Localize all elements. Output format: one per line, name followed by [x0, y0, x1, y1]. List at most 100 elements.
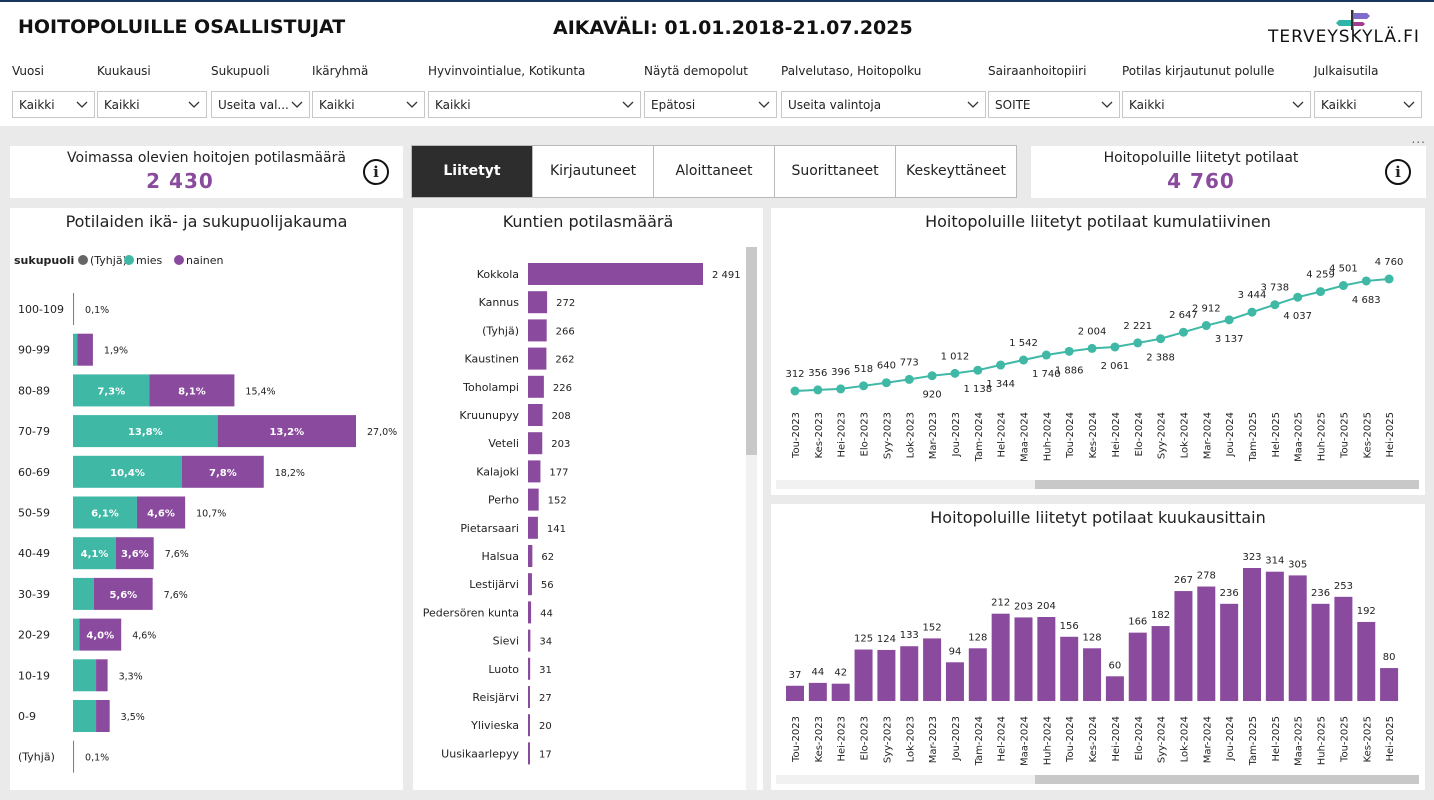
bar-nainen[interactable] [149, 374, 235, 407]
tab-keskeyttäneet[interactable]: Keskeyttäneet [896, 146, 1016, 197]
municipality-bar[interactable] [528, 291, 548, 314]
bar-nainen[interactable] [182, 455, 264, 488]
month-bar[interactable] [1174, 591, 1193, 701]
filter-dropdown[interactable]: Epätosi [644, 91, 777, 118]
scrollbar-thumb[interactable] [1035, 775, 1419, 784]
bar-mies[interactable] [73, 618, 80, 651]
municipality-bar[interactable] [528, 516, 538, 539]
month-bar[interactable] [786, 685, 804, 701]
info-icon[interactable]: i [1385, 159, 1411, 185]
month-bar[interactable] [1311, 603, 1330, 701]
month-bar[interactable] [923, 638, 942, 701]
filter-dropdown[interactable]: Kaikki [12, 91, 95, 118]
filter-dropdown[interactable]: Kaikki [97, 91, 207, 118]
municipality-bar[interactable] [528, 432, 543, 455]
data-point[interactable] [1110, 342, 1120, 352]
month-bar[interactable] [1128, 632, 1147, 701]
data-point[interactable] [836, 384, 846, 394]
data-point[interactable] [1316, 287, 1326, 297]
month-bar[interactable] [1357, 621, 1376, 701]
data-point[interactable] [1201, 321, 1211, 331]
data-point[interactable] [1133, 338, 1143, 348]
data-point[interactable] [973, 365, 983, 375]
month-bar[interactable] [1243, 568, 1261, 701]
municipality-bar[interactable] [528, 629, 531, 652]
data-point[interactable] [1019, 355, 1028, 365]
municipality-bar[interactable] [528, 347, 547, 370]
bar-mies[interactable] [73, 293, 74, 325]
tab-aloittaneet[interactable]: Aloittaneet [654, 146, 775, 197]
month-bar[interactable] [1060, 636, 1079, 701]
municipality-bar[interactable] [528, 601, 532, 624]
data-point[interactable] [1178, 327, 1188, 337]
terveyskyla-logo[interactable]: TERVEYSKYLÄ.FI [1268, 10, 1428, 52]
bar-mies[interactable] [73, 700, 97, 732]
info-icon[interactable]: i [363, 159, 389, 185]
scrollbar-track[interactable] [746, 247, 757, 790]
bar-mies[interactable] [73, 333, 78, 366]
month-bar[interactable] [1288, 575, 1307, 701]
data-point[interactable] [1338, 281, 1348, 291]
municipality-bar[interactable] [528, 714, 530, 737]
data-point[interactable] [1270, 300, 1280, 310]
data-point[interactable] [1224, 315, 1234, 325]
data-point[interactable] [904, 374, 914, 384]
data-point[interactable] [881, 378, 891, 388]
month-bar[interactable] [1197, 586, 1216, 701]
data-point[interactable] [1064, 346, 1074, 356]
municipality-bar[interactable] [528, 319, 547, 342]
bar-nainen[interactable] [136, 496, 186, 529]
bar-nainen[interactable] [96, 659, 108, 692]
filter-dropdown[interactable]: Kaikki [1314, 91, 1422, 118]
bar-mies[interactable] [73, 455, 183, 488]
bar-mies[interactable] [73, 537, 116, 570]
municipality-bar[interactable] [528, 263, 703, 285]
month-bar[interactable] [1037, 617, 1056, 701]
bar-nainen[interactable] [73, 293, 75, 325]
month-bar[interactable] [1014, 617, 1033, 701]
bar-mies[interactable] [73, 496, 137, 529]
filter-dropdown[interactable]: Kaikki [428, 91, 641, 118]
municipality-bar[interactable] [528, 545, 533, 567]
data-point[interactable] [1247, 307, 1257, 317]
month-bar[interactable] [945, 662, 964, 701]
scrollbar-thumb[interactable] [746, 247, 757, 455]
month-bar[interactable] [877, 649, 896, 701]
municipality-bar[interactable] [528, 460, 541, 483]
data-point[interactable] [1156, 334, 1166, 344]
month-bar[interactable] [968, 648, 987, 701]
month-bar[interactable] [1334, 596, 1353, 701]
data-point[interactable] [1041, 350, 1051, 360]
municipality-bar[interactable] [528, 686, 530, 708]
bar-mies[interactable] [73, 415, 218, 448]
bar-mies[interactable] [73, 740, 74, 773]
month-bar[interactable] [1265, 571, 1284, 701]
bar-mies[interactable] [73, 374, 150, 407]
more-options-icon[interactable]: ... [1411, 132, 1426, 146]
data-point[interactable] [1293, 292, 1303, 302]
bar-nainen[interactable] [73, 740, 75, 773]
bar-mies[interactable] [73, 659, 97, 692]
municipality-bar[interactable] [528, 375, 544, 398]
bar-nainen[interactable] [93, 577, 153, 610]
data-point[interactable] [1361, 276, 1371, 286]
bar-mies[interactable] [73, 577, 94, 610]
filter-dropdown[interactable]: Kaikki [312, 91, 425, 118]
month-bar[interactable] [831, 683, 850, 701]
month-bar[interactable] [1105, 676, 1124, 701]
bar-nainen[interactable] [217, 415, 356, 448]
data-point[interactable] [996, 360, 1006, 370]
data-point[interactable] [790, 386, 800, 396]
bar-nainen[interactable] [77, 333, 93, 366]
filter-dropdown[interactable]: Useita val... [211, 91, 310, 118]
bar-nainen[interactable] [115, 537, 154, 570]
municipality-bar[interactable] [528, 488, 539, 511]
month-bar[interactable] [991, 613, 1010, 701]
municipality-bar[interactable] [528, 573, 532, 596]
municipality-bar[interactable] [528, 404, 543, 426]
bar-nainen[interactable] [79, 618, 122, 651]
tab-liitetyt[interactable]: Liitetyt [412, 146, 533, 197]
data-point[interactable] [950, 368, 960, 378]
data-point[interactable] [927, 371, 937, 381]
data-point[interactable] [1087, 343, 1097, 353]
